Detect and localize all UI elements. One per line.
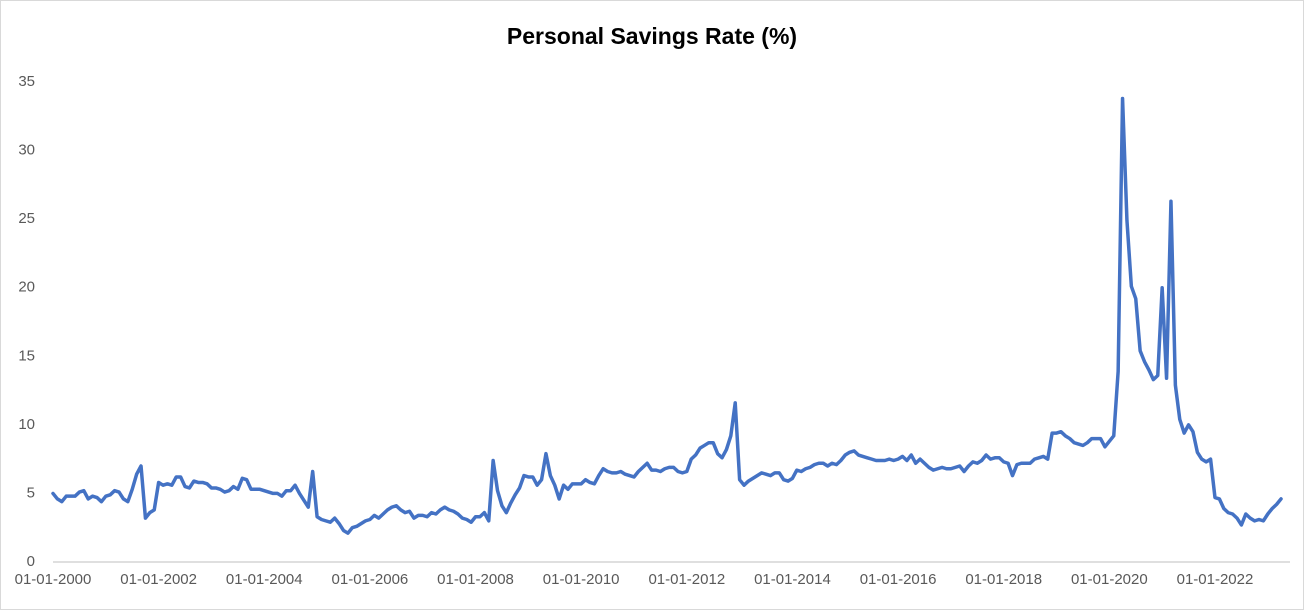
x-tick-label: 01-01-2004 — [226, 571, 303, 588]
y-tick-label: 20 — [18, 279, 35, 296]
x-tick-label: 01-01-2000 — [15, 571, 92, 588]
line-series — [51, 96, 1283, 535]
x-tick-label: 01-01-2008 — [437, 571, 514, 588]
x-tick-label: 01-01-2002 — [120, 571, 197, 588]
y-tick-label: 0 — [27, 553, 35, 570]
x-tick-label: 01-01-2012 — [648, 571, 725, 588]
x-tick-label: 01-01-2022 — [1177, 571, 1254, 588]
x-tick-label: 01-01-2018 — [965, 571, 1042, 588]
y-tick-label: 35 — [18, 73, 35, 90]
x-tick-label: 01-01-2014 — [754, 571, 831, 588]
y-tick-label: 5 — [27, 484, 35, 501]
x-tick-label: 01-01-2006 — [332, 571, 409, 588]
x-tick-label: 01-01-2010 — [543, 571, 620, 588]
chart-title: Personal Savings Rate (%) — [507, 23, 797, 49]
y-tick-label: 25 — [18, 210, 35, 227]
x-tick-label: 01-01-2016 — [860, 571, 937, 588]
y-tick-label: 15 — [18, 347, 35, 364]
x-tick-label: 01-01-2020 — [1071, 571, 1148, 588]
y-tick-label: 30 — [18, 142, 35, 159]
y-tick-label: 10 — [18, 416, 35, 433]
